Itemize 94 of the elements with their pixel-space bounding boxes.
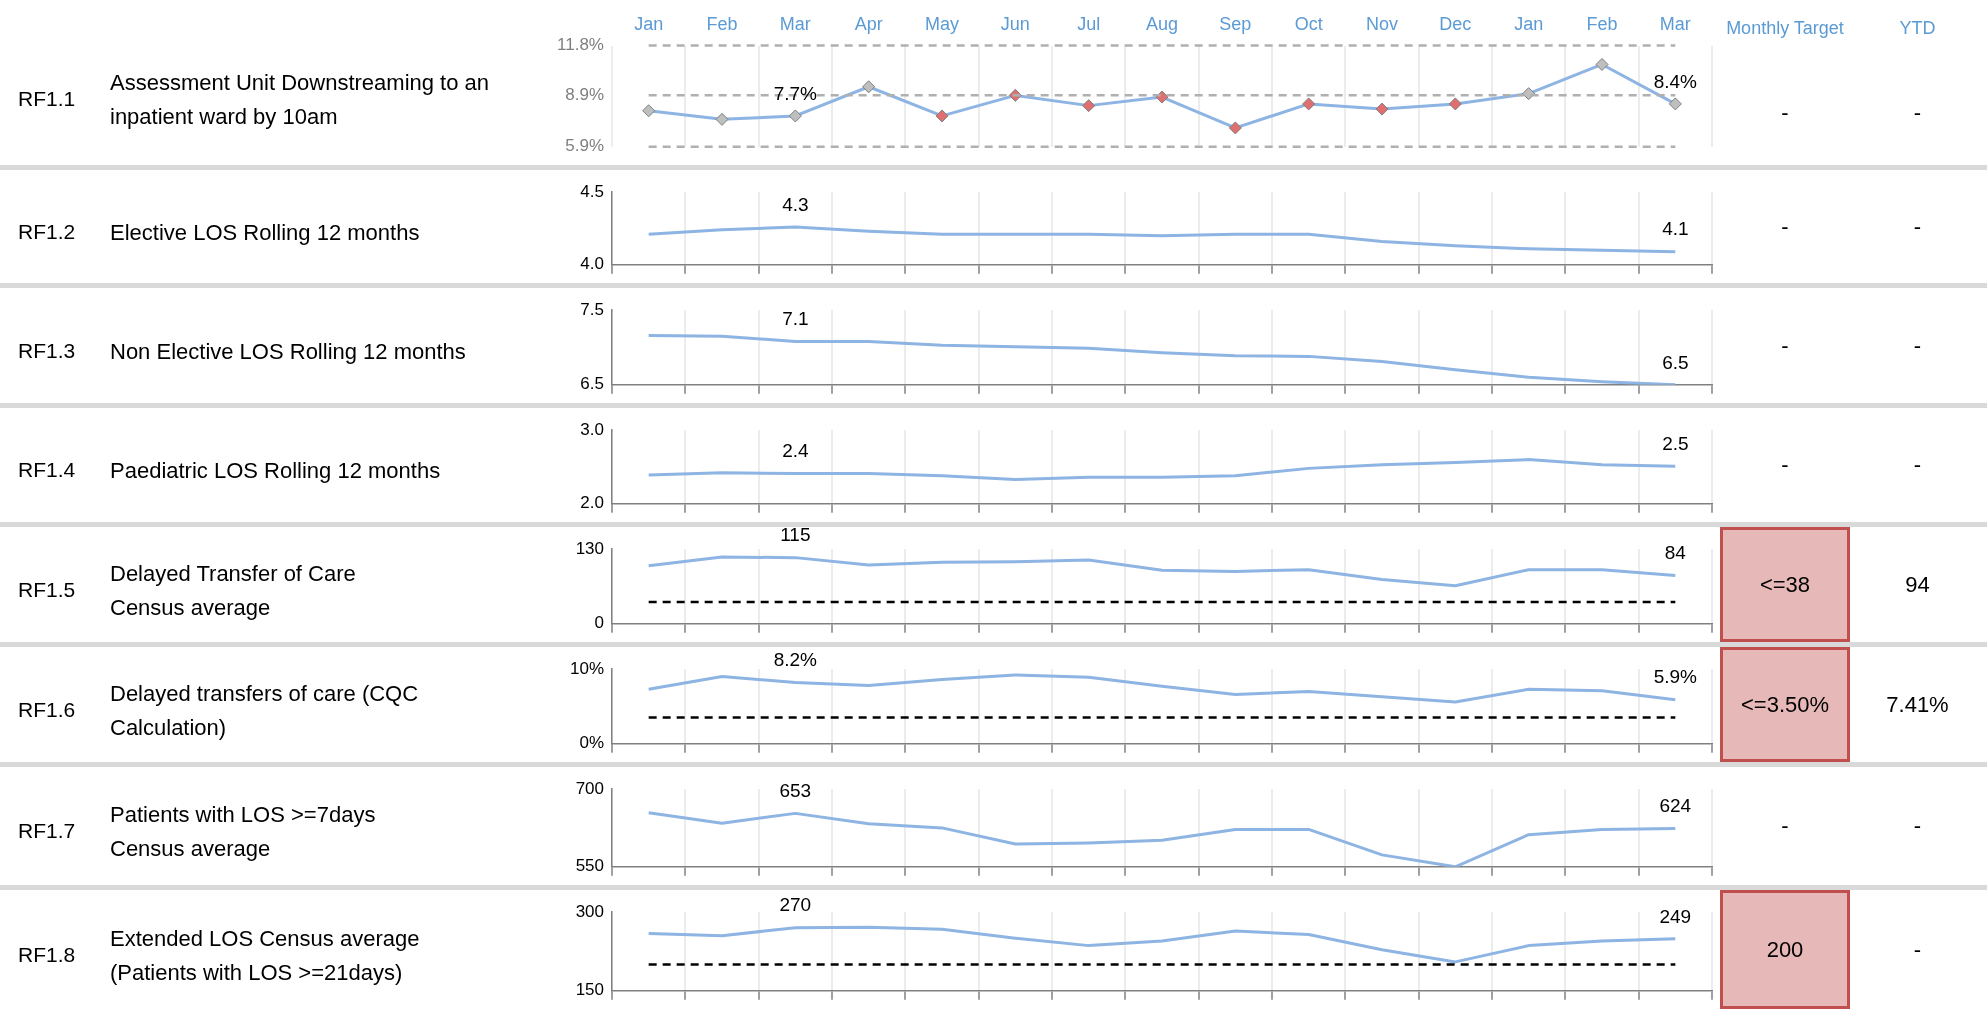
x-tick-label: Feb <box>1586 13 1618 34</box>
text: 200 <box>1720 890 1850 1009</box>
x-tick-label: Dec <box>1439 13 1472 34</box>
x-tick-label: Feb <box>706 13 738 34</box>
y-tick-label: 3.0 <box>580 419 604 439</box>
text: Delayed Transfer of Care Census average <box>110 559 357 622</box>
text: <=38 <box>1720 527 1850 642</box>
data-label: 8.2% <box>773 649 818 671</box>
data-label: 270 <box>779 894 812 916</box>
x-tick-label: Jul <box>1077 13 1101 34</box>
text: YTD <box>1898 16 1937 40</box>
text: - <box>1780 451 1790 479</box>
text: RF1.1 <box>18 87 76 111</box>
text: - <box>1780 331 1790 360</box>
x-tick-label: Aug <box>1145 13 1179 34</box>
point <box>642 104 656 118</box>
data-label: 4.3 <box>782 193 809 215</box>
y-tick-label: 2.0 <box>580 493 604 513</box>
y-tick-label: 6.5 <box>580 374 604 394</box>
data-label: 5.9% <box>1653 666 1698 688</box>
x-tick-label: Apr <box>854 13 883 34</box>
data-label: 653 <box>779 780 812 802</box>
text: Non Elective LOS Rolling 12 months <box>110 337 467 366</box>
point <box>1668 97 1682 111</box>
text: RF1.3 <box>18 338 76 363</box>
data-label: 8.4% <box>1653 70 1698 92</box>
point <box>788 109 802 123</box>
x-tick-label: Jan <box>634 13 664 34</box>
text: - <box>1780 812 1790 840</box>
point <box>1375 102 1389 116</box>
data-label: 624 <box>1659 795 1692 817</box>
text: RF1.8 <box>18 942 76 967</box>
data-label: 7.1 <box>782 308 809 330</box>
text: - <box>1780 98 1790 127</box>
text: <=3.50% <box>1720 647 1850 762</box>
point <box>715 112 729 126</box>
point <box>1082 99 1096 113</box>
text: - <box>1912 212 1923 241</box>
point <box>862 80 876 94</box>
x-tick-label: Mar <box>1659 13 1691 34</box>
y-tick-label: 11.8% <box>557 35 604 55</box>
text: - <box>1912 812 1923 840</box>
y-tick-label: 550 <box>575 856 604 876</box>
data-label: 249 <box>1659 905 1692 927</box>
y-tick-label: 0 <box>594 613 604 633</box>
text: Patients with LOS >=7days Census average <box>110 801 377 863</box>
x-tick-label: Nov <box>1365 13 1399 34</box>
text: - <box>1780 212 1790 241</box>
y-tick-label: 300 <box>575 901 604 921</box>
text: RF1.4 <box>18 458 76 482</box>
x-tick-label: Sep <box>1219 13 1252 34</box>
text: - <box>1912 331 1923 360</box>
text: Elective LOS Rolling 12 months <box>110 218 421 247</box>
data-label: 6.5 <box>1662 351 1689 373</box>
y-tick-label: 8.9% <box>565 85 604 105</box>
text: RF1.6 <box>18 697 76 722</box>
y-tick-label: 150 <box>575 980 604 1000</box>
text: - <box>1912 451 1923 479</box>
text: - <box>1912 935 1923 964</box>
text: RF1.7 <box>18 819 76 843</box>
text: 7.41% <box>1885 690 1950 719</box>
data-label: 4.1 <box>1662 218 1689 240</box>
y-tick-label: 7.5 <box>580 299 604 319</box>
point <box>1448 97 1462 111</box>
text: RF1.5 <box>18 577 76 602</box>
x-tick-label: Jan <box>1514 13 1544 34</box>
point <box>935 109 949 123</box>
text: - <box>1912 98 1923 127</box>
text: Assessment Unit Downstreaming to an inpatient ward by 10am <box>110 69 491 131</box>
text: RF1.2 <box>18 219 76 244</box>
y-tick-label: 5.9% <box>565 136 604 156</box>
x-tick-label: Jun <box>1000 13 1030 34</box>
y-tick-label: 4.5 <box>580 181 604 201</box>
data-label: 115 <box>780 524 811 546</box>
data-label: 7.7% <box>773 82 818 104</box>
y-tick-label: 4.0 <box>580 254 604 274</box>
y-tick-label: 130 <box>575 538 604 558</box>
text: Extended LOS Census average (Patients with LOS >=21days) <box>110 924 421 987</box>
x-tick-label: Oct <box>1294 13 1323 34</box>
data-label: 2.5 <box>1662 432 1689 454</box>
x-tick-label: Mar <box>779 13 811 34</box>
text: 94 <box>1904 570 1931 599</box>
y-tick-label: 0% <box>579 733 604 753</box>
text: Monthly Target <box>1725 16 1845 40</box>
y-tick-label: 700 <box>575 778 604 798</box>
data-label: 2.4 <box>782 440 809 462</box>
point <box>1595 57 1609 71</box>
x-tick-label: May <box>924 13 960 34</box>
point <box>1302 97 1316 111</box>
y-tick-label: 10% <box>569 658 604 678</box>
text: Delayed transfers of care (CQC Calculation) <box>110 679 420 742</box>
point <box>1228 121 1242 135</box>
data-label: 84 <box>1664 542 1687 564</box>
text: Paediatric LOS Rolling 12 months <box>110 457 442 485</box>
